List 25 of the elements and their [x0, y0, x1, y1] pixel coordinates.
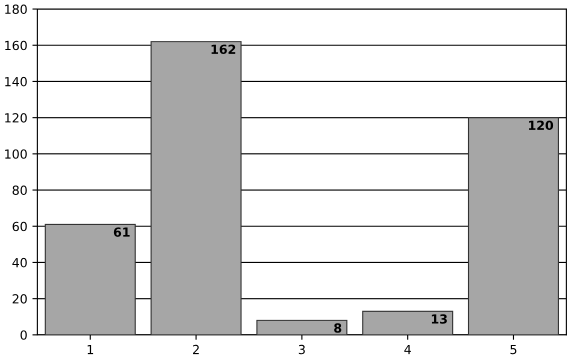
bar: [150, 41, 242, 335]
bar: [256, 320, 348, 335]
y-tick-label: 100: [5, 149, 27, 159]
x-tick-label: 1: [88, 344, 94, 354]
y-tick-label: 120: [5, 113, 27, 123]
x-tick-label: 4: [404, 344, 411, 354]
x-tick-label: 3: [298, 344, 305, 354]
data-label: 120: [528, 120, 554, 130]
x-tick-label: 2: [193, 344, 199, 354]
bar: [468, 117, 559, 335]
data-label: 8: [334, 323, 342, 333]
y-tick-label: 60: [12, 222, 27, 232]
y-tick-label: 40: [12, 258, 27, 268]
data-label: 13: [432, 314, 447, 324]
x-tick-label: 5: [510, 344, 516, 354]
data-label: 61: [114, 227, 130, 237]
y-tick-label: 180: [5, 4, 27, 14]
y-tick-label: 140: [5, 76, 27, 86]
y-tick-label: 160: [5, 40, 27, 50]
y-tick-label: 0: [20, 330, 27, 340]
bar: [362, 310, 454, 335]
data-label: 162: [212, 44, 236, 54]
y-tick-label: 20: [12, 294, 27, 304]
bar: [44, 224, 136, 335]
y-tick-label: 80: [12, 186, 27, 195]
